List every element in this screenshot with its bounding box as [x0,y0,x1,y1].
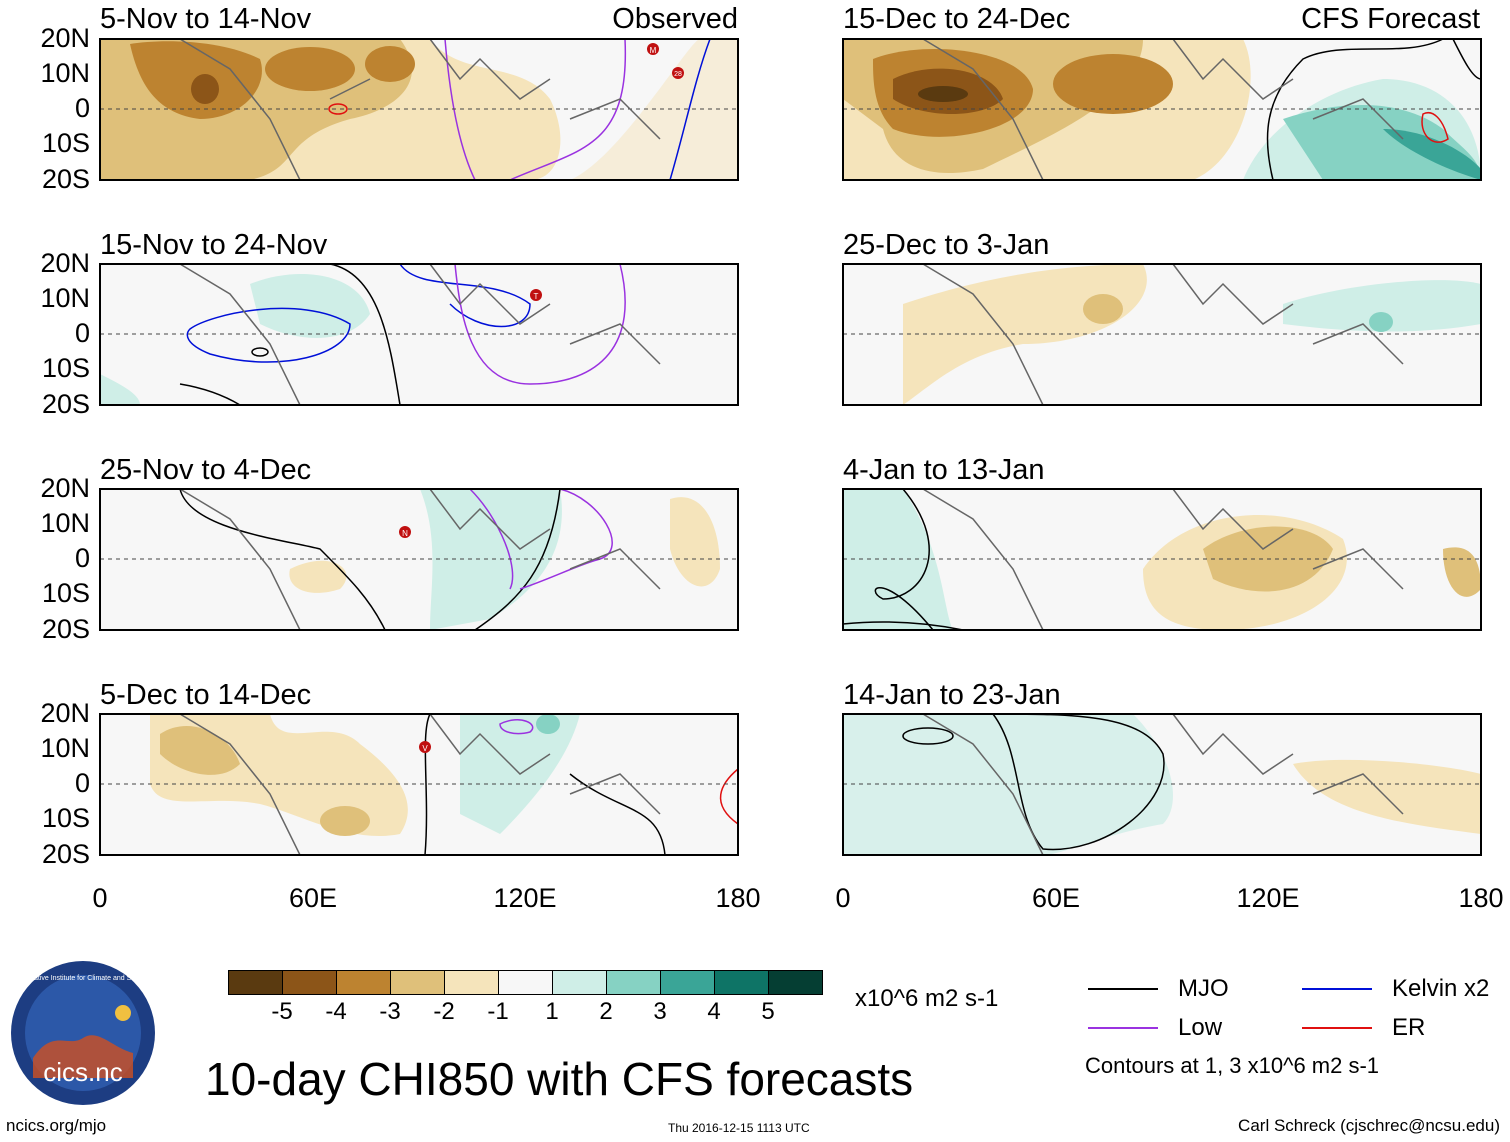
legend-mjo: MJO [1088,975,1229,1003]
colorbar-swatch [336,970,391,995]
lon-label-right-0: 0 [835,883,851,913]
lat-label: 10N [40,58,90,88]
lat-label: 0 [74,543,90,573]
storm-marker-v: V [419,741,431,753]
colorbar-tick-label: -1 [487,998,509,1025]
contour-note: Contours at 1, 3 x10^6 m2 s-1 [1085,1053,1380,1078]
legend-kelvin-swatch [1302,988,1372,990]
lat-label: 20S [41,839,90,869]
legend-er-swatch [1302,1027,1372,1029]
svg-text:Cooperative Institute for Clim: Cooperative Institute for Climate and Sa… [11,975,155,982]
legend-kelvin-label: Kelvin x2 [1392,975,1490,1002]
storm-marker-28: 28 [672,67,684,79]
legend-low-label: Low [1178,1014,1223,1041]
map-panel-left-3: N [99,488,739,631]
panel-title-left-2: 15-Nov to 24-Nov [100,229,328,261]
lat-label: 10S [41,128,90,158]
lon-label-right-60e: 60E [1031,883,1081,913]
colorbar-swatch [390,970,445,995]
storm-marker-m: M [647,43,659,55]
colorbar-swatch [228,970,283,995]
svg-text:V: V [422,744,428,753]
observed-label: Observed [612,3,738,35]
colorbar-swatch [498,970,553,995]
svg-text:cics.nc: cics.nc [43,1057,122,1087]
panel-title-right-3: 4-Jan to 13-Jan [843,454,1045,486]
colorbar-units: x10^6 m2 s-1 [855,985,999,1012]
colorbar-swatch [444,970,499,995]
map-panel-left-2: T [99,263,739,406]
map-panel-right-3 [842,488,1482,631]
colorbar-tick-label: 2 [599,998,613,1025]
lon-label-left-180: 180 [715,883,761,913]
legend-mjo-swatch [1088,988,1158,990]
svg-text:N: N [402,529,408,538]
cics-logo: cics.nc Cooperative Institute for Climat… [11,961,155,1105]
colorbar-swatch [714,970,769,995]
figure-title: 10-day CHI850 with CFS forecasts [205,1053,914,1105]
svg-text:M: M [650,46,657,55]
lat-label: 10S [41,803,90,833]
lon-label-right-180: 180 [1458,883,1504,913]
map-panel-left-1: M 28 [99,38,739,181]
lat-label: 20N [40,473,90,503]
panel-title-left-4: 5-Dec to 14-Dec [100,679,312,711]
cfs-forecast-label: CFS Forecast [1301,3,1480,35]
storm-marker-n: N [399,526,411,538]
colorbar-swatch [606,970,661,995]
colorbar-swatch [552,970,607,995]
lat-label: 20N [40,698,90,728]
map-panel-right-4 [842,713,1482,856]
footer-author: Carl Schreck (cjschrec@ncsu.edu) [1238,1116,1500,1135]
lat-label: 20S [41,389,90,419]
lat-label: 20S [41,614,90,644]
colorbar [228,970,823,995]
colorbar-swatch [660,970,715,995]
footer-url[interactable]: ncics.org/mjo [6,1116,107,1135]
colorbar-swatch [282,970,337,995]
lat-label: 20S [41,164,90,194]
colorbar-tick-label: 3 [653,998,667,1025]
colorbar-swatch [768,970,823,995]
colorbar-tick-label: -5 [271,998,293,1025]
legend-mjo-label: MJO [1178,975,1229,1002]
colorbar-tick-label: -3 [379,998,401,1025]
lat-label: 0 [74,318,90,348]
svg-text:28: 28 [674,71,682,78]
colorbar-tick-label: 4 [707,998,721,1025]
lat-label: 20N [40,248,90,278]
colorbar-tick-label: -2 [433,998,455,1025]
lon-label-left-60e: 60E [288,883,338,913]
lat-label: 10N [40,733,90,763]
lat-label: 10N [40,508,90,538]
panel-title-right-2: 25-Dec to 3-Jan [843,229,1050,261]
panel-title-right-1: 15-Dec to 24-Dec [843,3,1071,35]
lat-label: 10S [41,578,90,608]
colorbar-tick-label: -4 [325,998,347,1025]
legend-low: Low [1088,1014,1222,1042]
panel-title-right-4: 14-Jan to 23-Jan [843,679,1061,711]
lon-label-left-120e: 120E [493,883,557,913]
map-panel-right-1 [842,38,1482,181]
storm-marker-t: T [530,289,542,301]
svg-text:T: T [534,292,539,301]
legend-kelvin: Kelvin x2 [1302,975,1489,1003]
map-panel-left-4: V [99,713,739,856]
footer-timestamp: Thu 2016-12-15 1113 UTC [668,1121,810,1135]
panel-title-left-3: 25-Nov to 4-Dec [100,454,312,486]
lat-label: 10S [41,353,90,383]
map-panel-right-2 [842,263,1482,406]
lat-label: 10N [40,283,90,313]
legend-low-swatch [1088,1027,1158,1029]
lon-label-right-120e: 120E [1236,883,1300,913]
legend-er: ER [1302,1014,1425,1042]
legend-er-label: ER [1392,1014,1426,1041]
colorbar-tick-label: 5 [761,998,775,1025]
lat-label: 20N [40,23,90,53]
lat-label: 0 [74,768,90,798]
lon-label-left-0: 0 [92,883,108,913]
panel-title-left-1: 5-Nov to 14-Nov [100,3,312,35]
lat-label: 0 [74,93,90,123]
colorbar-tick-label: 1 [545,998,559,1025]
